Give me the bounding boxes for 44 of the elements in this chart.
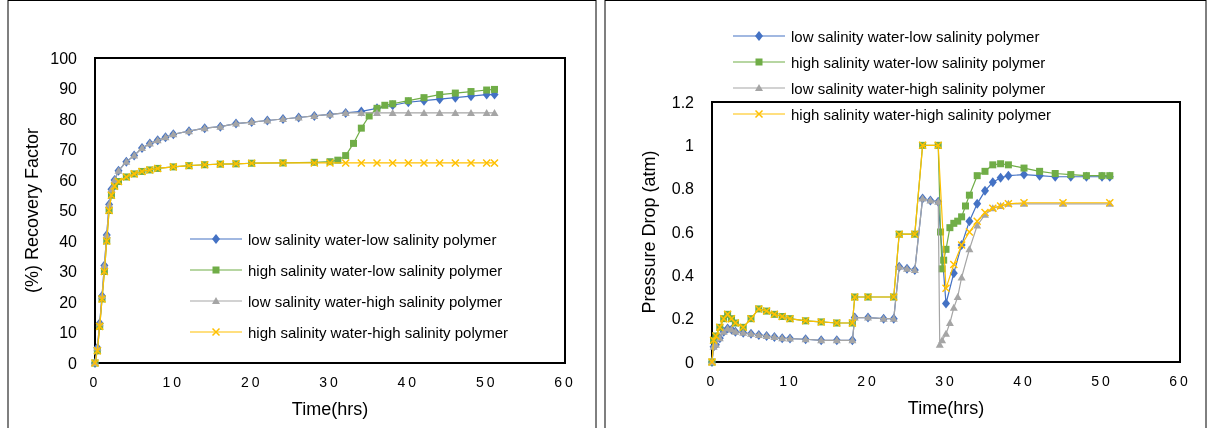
legend-label: low salinity water-low salinity polymer: [248, 230, 497, 248]
x-tick-label: 20: [857, 373, 879, 389]
legend-label: high salinity water-high salinity polymer: [248, 323, 509, 341]
y-tick-label: 20: [59, 293, 78, 311]
x-tick-label: 0: [89, 374, 101, 390]
y-axis-title: Pressure Drop (atm): [639, 150, 659, 314]
y-tick-label: 30: [59, 263, 78, 280]
y-tick-label: 1.2: [671, 93, 695, 111]
x-tick-label: 10: [779, 373, 801, 389]
y-tick-label: 40: [59, 232, 78, 250]
y-tick-label: 50: [59, 202, 78, 219]
x-tick-label: 30: [319, 374, 341, 390]
legend-label: high salinity water-high salinity polymer: [791, 105, 1052, 123]
x-axis-title: Time(hrs): [907, 398, 985, 418]
y-tick-label: 0: [685, 353, 695, 371]
y-tick-label: 0.8: [671, 180, 695, 198]
x-tick-label: 40: [397, 374, 420, 390]
y-tick-label: 90: [59, 80, 78, 97]
y-tick-label: 80: [59, 110, 78, 128]
y-tick-label: 0.2: [671, 310, 695, 328]
y-tick-label: 0.4: [671, 266, 695, 284]
y-tick-label: 0: [68, 354, 78, 372]
legend-label: low salinity water-low salinity polymer: [791, 27, 1040, 45]
x-tick-label: 40: [1013, 373, 1035, 389]
y-tick-label: 70: [59, 141, 78, 158]
x-tick-label: 60: [1169, 373, 1191, 389]
x-tick-label: 50: [1091, 373, 1113, 389]
legend-label: low salinity water-high salinity polymer: [248, 292, 503, 310]
y-tick-label: 10: [59, 324, 78, 341]
x-tick-label: 0: [706, 373, 718, 389]
y-tick-label: 60: [59, 171, 78, 189]
legend-label: high salinity water-low salinity polymer: [248, 261, 503, 279]
y-tick-label: 1: [685, 136, 695, 154]
legend-label: high salinity water-low salinity polymer: [791, 53, 1046, 71]
y-tick-label: 100: [50, 49, 78, 67]
legend-label: low salinity water-high salinity polymer: [791, 79, 1046, 97]
x-tick-label: 20: [240, 374, 263, 390]
y-tick-label: 0.6: [671, 223, 695, 241]
x-tick-label: 30: [935, 373, 957, 389]
y-axis-title: (%) Recovery Factor: [22, 127, 42, 294]
x-tick-label: 10: [162, 374, 185, 390]
x-tick-label: 50: [475, 374, 498, 390]
x-axis-title: Time(hrs): [291, 399, 369, 419]
x-tick-label: 60: [554, 374, 576, 390]
